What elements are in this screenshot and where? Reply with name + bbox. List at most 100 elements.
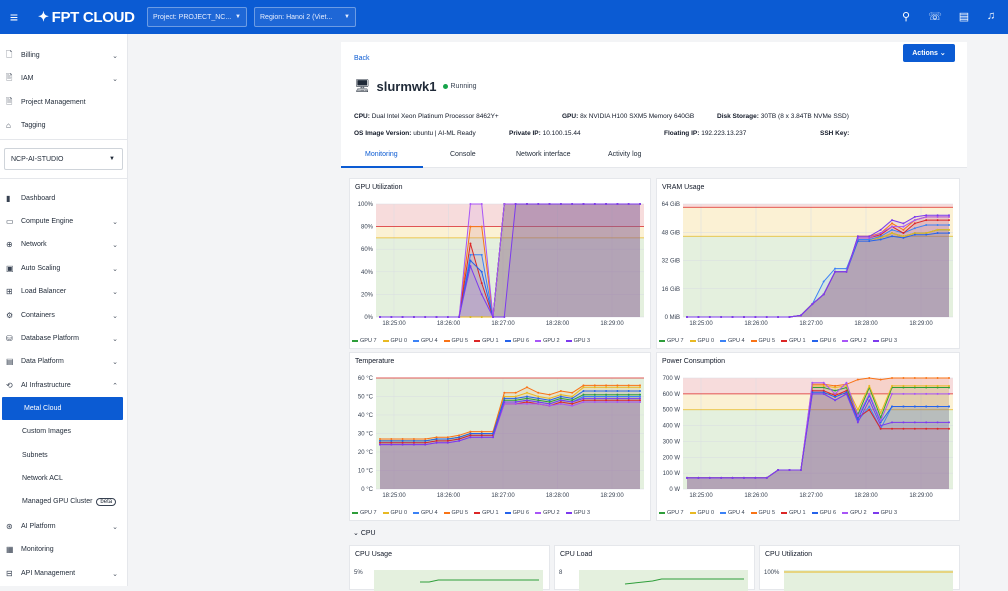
- series-line[interactable]: [687, 214, 949, 318]
- legend-item[interactable]: GPU 7: [352, 510, 377, 516]
- legend-item[interactable]: GPU 6: [504, 338, 529, 344]
- legend-item[interactable]: GPU 5: [750, 510, 775, 516]
- legend-item[interactable]: GPU 1: [474, 338, 499, 344]
- legend-item[interactable]: GPU 0: [689, 510, 714, 516]
- cpu-chart-svg[interactable]: 5%: [350, 546, 551, 591]
- sidebar-item-database-platform[interactable]: ⛁ Database Platform ⌄: [0, 327, 128, 350]
- legend-swatch: [443, 340, 450, 342]
- tab-monitoring[interactable]: Monitoring: [365, 151, 398, 158]
- threshold-band: [579, 570, 748, 591]
- legend-item[interactable]: GPU 1: [474, 510, 499, 516]
- project-dropdown[interactable]: NCP-AI-STUDIO ▼: [4, 148, 123, 170]
- data-point: [627, 395, 630, 398]
- legend-item[interactable]: GPU 3: [565, 510, 590, 516]
- chart-svg[interactable]: 0 W 100 W 200 W 300 W 400 W 500 W 600 W 700 W 18…: [657, 353, 961, 502]
- legend-item[interactable]: GPU 0: [689, 338, 714, 344]
- chart-legend: GPU 7 GPU 0 GPU 4 GPU 5 GPU 1 GPU 6 GPU 2 GPU 3: [352, 338, 596, 344]
- sidebar-item-auto-scaling[interactable]: ▣ Auto Scaling ⌄: [0, 257, 128, 280]
- legend-item[interactable]: GPU 4: [413, 510, 438, 516]
- bell-icon[interactable]: ♫: [986, 10, 996, 22]
- legend-item[interactable]: GPU 4: [720, 338, 745, 344]
- legend-item[interactable]: GPU 1: [781, 338, 806, 344]
- sidebar-item-compute-engine[interactable]: ▭ Compute Engine ⌄: [0, 210, 128, 233]
- region-select[interactable]: Region: Hanoi 2 (Viet... ▼: [254, 7, 356, 27]
- sidebar-item-dashboard[interactable]: ▮ Dashboard: [0, 187, 128, 210]
- legend-item[interactable]: GPU 6: [811, 510, 836, 516]
- tab-console[interactable]: Console: [450, 151, 476, 158]
- legend-item[interactable]: GPU 0: [382, 510, 407, 516]
- sidebar-item-containers[interactable]: ⚙ Containers ⌄: [0, 304, 128, 327]
- support-icon[interactable]: ☏: [928, 11, 942, 23]
- data-point: [627, 393, 630, 396]
- spec-floating-ip: Floating IP: 192.223.13.237: [664, 130, 746, 137]
- data-point: [639, 203, 641, 205]
- sidebar-subitem-managed-gpu-cluster[interactable]: Managed GPU Cluster beta: [0, 490, 128, 513]
- legend-item[interactable]: GPU 5: [443, 510, 468, 516]
- back-link[interactable]: Back: [354, 55, 370, 62]
- sidebar-item-ai-infrastructure[interactable]: ⟲ AI Infrastructure ⌃: [0, 374, 128, 397]
- legend-item[interactable]: GPU 4: [720, 510, 745, 516]
- sidebar-item-network[interactable]: ⊕ Network ⌄: [0, 233, 128, 256]
- chart-svg[interactable]: 0 MiB 16 GiB 32 GiB 48 GiB 64 GiB 18:25:00 18:…: [657, 179, 961, 330]
- data-point: [469, 259, 472, 262]
- sidebar-item-data-platform[interactable]: ▤ Data Platform ⌄: [0, 350, 128, 373]
- menu-icon[interactable]: ≡: [9, 9, 19, 25]
- legend-item[interactable]: GPU 5: [750, 338, 775, 344]
- series-line[interactable]: [380, 397, 640, 446]
- legend-item[interactable]: GPU 2: [842, 338, 867, 344]
- data-point: [559, 395, 562, 398]
- sidebar-item-billing[interactable]: 🗋 Billing ⌄: [0, 44, 128, 67]
- legend-item[interactable]: GPU 3: [565, 338, 590, 344]
- sidebar-subitem-metal-cloud[interactable]: Metal Cloud: [2, 397, 123, 420]
- series-area: [380, 396, 640, 489]
- legend-item[interactable]: GPU 6: [811, 338, 836, 344]
- legend-item[interactable]: GPU 4: [413, 338, 438, 344]
- chart-svg[interactable]: 0% 20% 40% 60% 80% 100% 18:25:00 18:26:00 18:27:…: [350, 179, 652, 330]
- data-point: [582, 389, 585, 392]
- tab-network-interface[interactable]: Network interface: [516, 151, 571, 158]
- sidebar-subitem-custom-images[interactable]: Custom Images: [0, 420, 128, 443]
- legend-item[interactable]: GPU 3: [872, 338, 898, 344]
- brand-logo[interactable]: ✦ FPT CLOUD: [38, 9, 135, 26]
- cpu-section-header[interactable]: ⌄ CPU: [353, 530, 376, 537]
- series-line[interactable]: [380, 203, 640, 318]
- actions-button[interactable]: Actions ⌄: [903, 44, 955, 62]
- data-point: [686, 316, 688, 318]
- data-point: [446, 438, 449, 441]
- legend-item[interactable]: GPU 7: [659, 510, 684, 516]
- document-icon[interactable]: ▤: [958, 11, 970, 23]
- chart-svg[interactable]: 0 °C 10 °C 20 °C 30 °C 40 °C 50 °C 60 °C 18:25:…: [350, 353, 652, 502]
- sidebar-item-tagging[interactable]: ⌂ Tagging: [0, 114, 128, 137]
- sidebar-subitem-subnets[interactable]: Subnets: [0, 444, 128, 467]
- legend-item[interactable]: GPU 6: [504, 510, 529, 516]
- sidebar-item-monitoring[interactable]: ▦ Monitoring: [0, 538, 128, 561]
- series-line[interactable]: [380, 384, 640, 440]
- sidebar-item-iam[interactable]: 🖹 IAM ⌄: [0, 67, 128, 90]
- project-select[interactable]: Project: PROJECT_NC... ▼: [147, 7, 247, 27]
- legend-item[interactable]: GPU 2: [842, 510, 867, 516]
- sidebar-item-project-management[interactable]: 🗎 Project Management: [0, 91, 128, 114]
- legend-item[interactable]: GPU 3: [872, 510, 897, 516]
- legend-item[interactable]: GPU 2: [535, 338, 560, 344]
- series-line[interactable]: [687, 393, 949, 479]
- legend-item[interactable]: GPU 0: [382, 338, 407, 344]
- key-icon[interactable]: ⚲: [901, 11, 911, 23]
- tab-activity-log[interactable]: Activity log: [608, 151, 642, 158]
- legend-item[interactable]: GPU 1: [781, 510, 806, 516]
- sidebar-item-ai-platform[interactable]: ⊛ AI Platform ⌄: [0, 515, 128, 538]
- sidebar-item-api-management[interactable]: ⊟ API Management ⌄: [0, 562, 128, 585]
- cpu-chart-svg[interactable]: 8: [555, 546, 756, 591]
- legend-item[interactable]: GPU 5: [443, 338, 468, 344]
- legend-label: GPU 3: [880, 338, 898, 344]
- legend-item[interactable]: GPU 7: [659, 338, 684, 344]
- data-point: [548, 397, 551, 400]
- sidebar-subitem-network-acl[interactable]: Network ACL: [0, 467, 128, 490]
- data-point: [902, 235, 905, 238]
- legend-item[interactable]: GPU 2: [535, 510, 560, 516]
- data-point: [868, 236, 871, 239]
- cpu-chart-svg[interactable]: 100%: [760, 546, 961, 591]
- sidebar-item-load-balancer[interactable]: ⊞ Load Balancer ⌄: [0, 280, 128, 303]
- legend-swatch: [352, 340, 358, 342]
- legend-item[interactable]: GPU 7: [352, 338, 377, 344]
- series-line[interactable]: [380, 390, 640, 442]
